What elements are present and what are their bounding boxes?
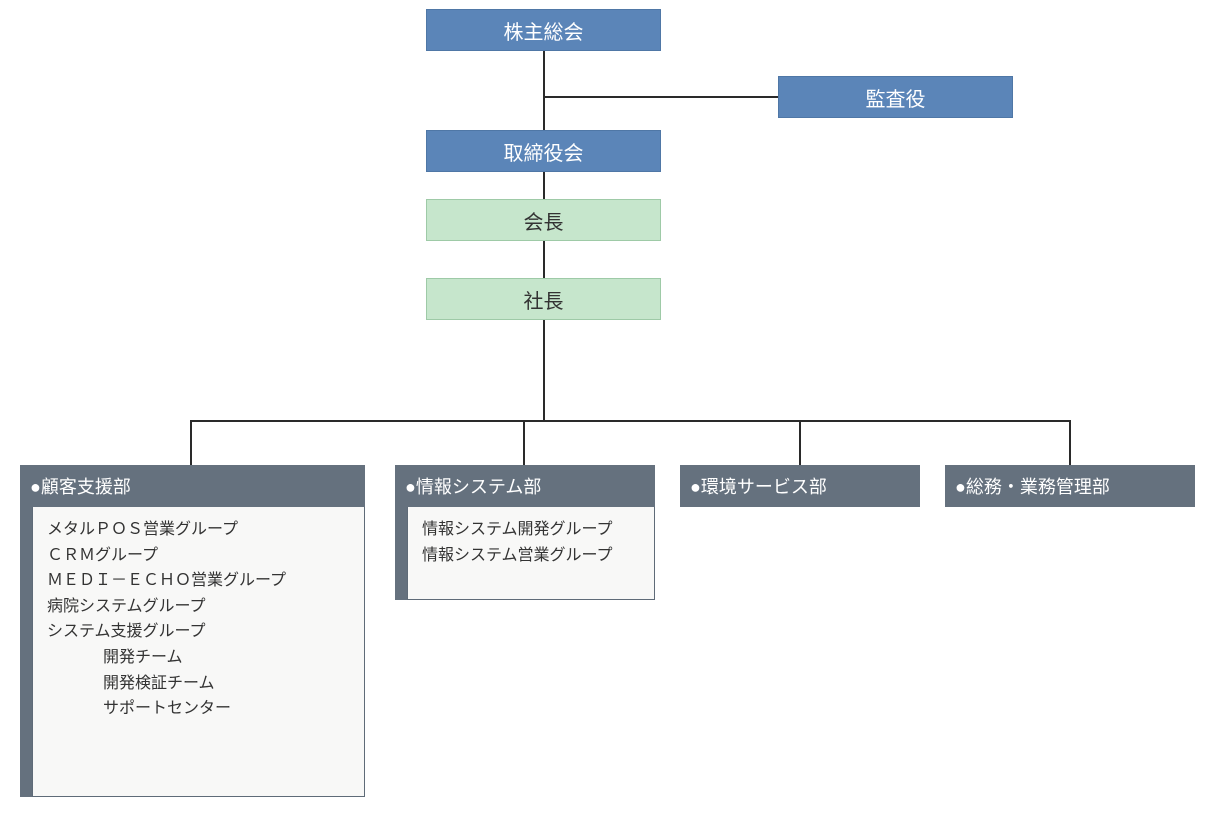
- dept-body-info-systems: 情報システム開発グループ情報システム営業グループ: [407, 507, 655, 600]
- node-president: 社長: [426, 278, 661, 320]
- connector: [190, 420, 1070, 422]
- group-item: 情報システム開発グループ: [422, 517, 640, 543]
- node-chairman: 会長: [426, 199, 661, 241]
- node-label: 会長: [524, 206, 564, 235]
- dept-sidebar: [395, 507, 407, 600]
- node-label: 株主総会: [504, 16, 584, 45]
- subgroup-item: サポートセンター: [103, 696, 350, 722]
- group-item: システム支援グループ: [47, 619, 350, 645]
- connector: [543, 96, 778, 98]
- connector: [1069, 420, 1071, 465]
- dept-header-label: ●顧客支援部: [30, 473, 131, 499]
- group-list: 情報システム開発グループ情報システム営業グループ: [408, 507, 654, 580]
- node-label: 社長: [524, 285, 564, 314]
- subgroup-container: 開発チーム開発検証チームサポートセンター: [47, 645, 350, 722]
- connector: [523, 420, 525, 465]
- node-label: 取締役会: [504, 137, 584, 166]
- group-item: 病院システムグループ: [47, 594, 350, 620]
- connector: [543, 172, 545, 199]
- node-auditor: 監査役: [778, 76, 1013, 118]
- node-board: 取締役会: [426, 130, 661, 172]
- dept-header-label: ●環境サービス部: [690, 473, 827, 499]
- group-item: 情報システム営業グループ: [422, 543, 640, 569]
- dept-header-info-systems: ●情報システム部: [395, 465, 655, 507]
- connector: [190, 420, 192, 465]
- dept-header-label: ●情報システム部: [405, 473, 541, 499]
- subgroup-list: 開発チーム開発検証チームサポートセンター: [47, 645, 350, 722]
- node-shareholders: 株主総会: [426, 9, 661, 51]
- subgroup-item: 開発チーム: [103, 645, 350, 671]
- connector: [543, 51, 545, 130]
- dept-header-customer-support: ●顧客支援部: [20, 465, 365, 507]
- connector: [799, 420, 801, 465]
- dept-sidebar: [20, 507, 32, 797]
- node-label: 監査役: [866, 83, 926, 112]
- group-item: メタルＰＯＳ営業グループ: [47, 517, 350, 543]
- group-list: メタルＰＯＳ営業グループＣＲＭグループＭＥＤＩ－ＥＣＨＯ営業グループ病院システム…: [33, 507, 364, 734]
- group-item: ＭＥＤＩ－ＥＣＨＯ営業グループ: [47, 568, 350, 594]
- group-item: ＣＲＭグループ: [47, 543, 350, 569]
- connector: [543, 241, 545, 278]
- dept-header-general-affairs: ●総務・業務管理部: [945, 465, 1195, 507]
- dept-body-customer-support: メタルＰＯＳ営業グループＣＲＭグループＭＥＤＩ－ＥＣＨＯ営業グループ病院システム…: [32, 507, 365, 797]
- org-chart-canvas: 株主総会監査役取締役会会長社長 ●顧客支援部メタルＰＯＳ営業グループＣＲＭグループ…: [0, 0, 1215, 822]
- subgroup-item: 開発検証チーム: [103, 671, 350, 697]
- dept-header-label: ●総務・業務管理部: [955, 473, 1110, 499]
- connector: [543, 320, 545, 420]
- dept-header-env-services: ●環境サービス部: [680, 465, 920, 507]
